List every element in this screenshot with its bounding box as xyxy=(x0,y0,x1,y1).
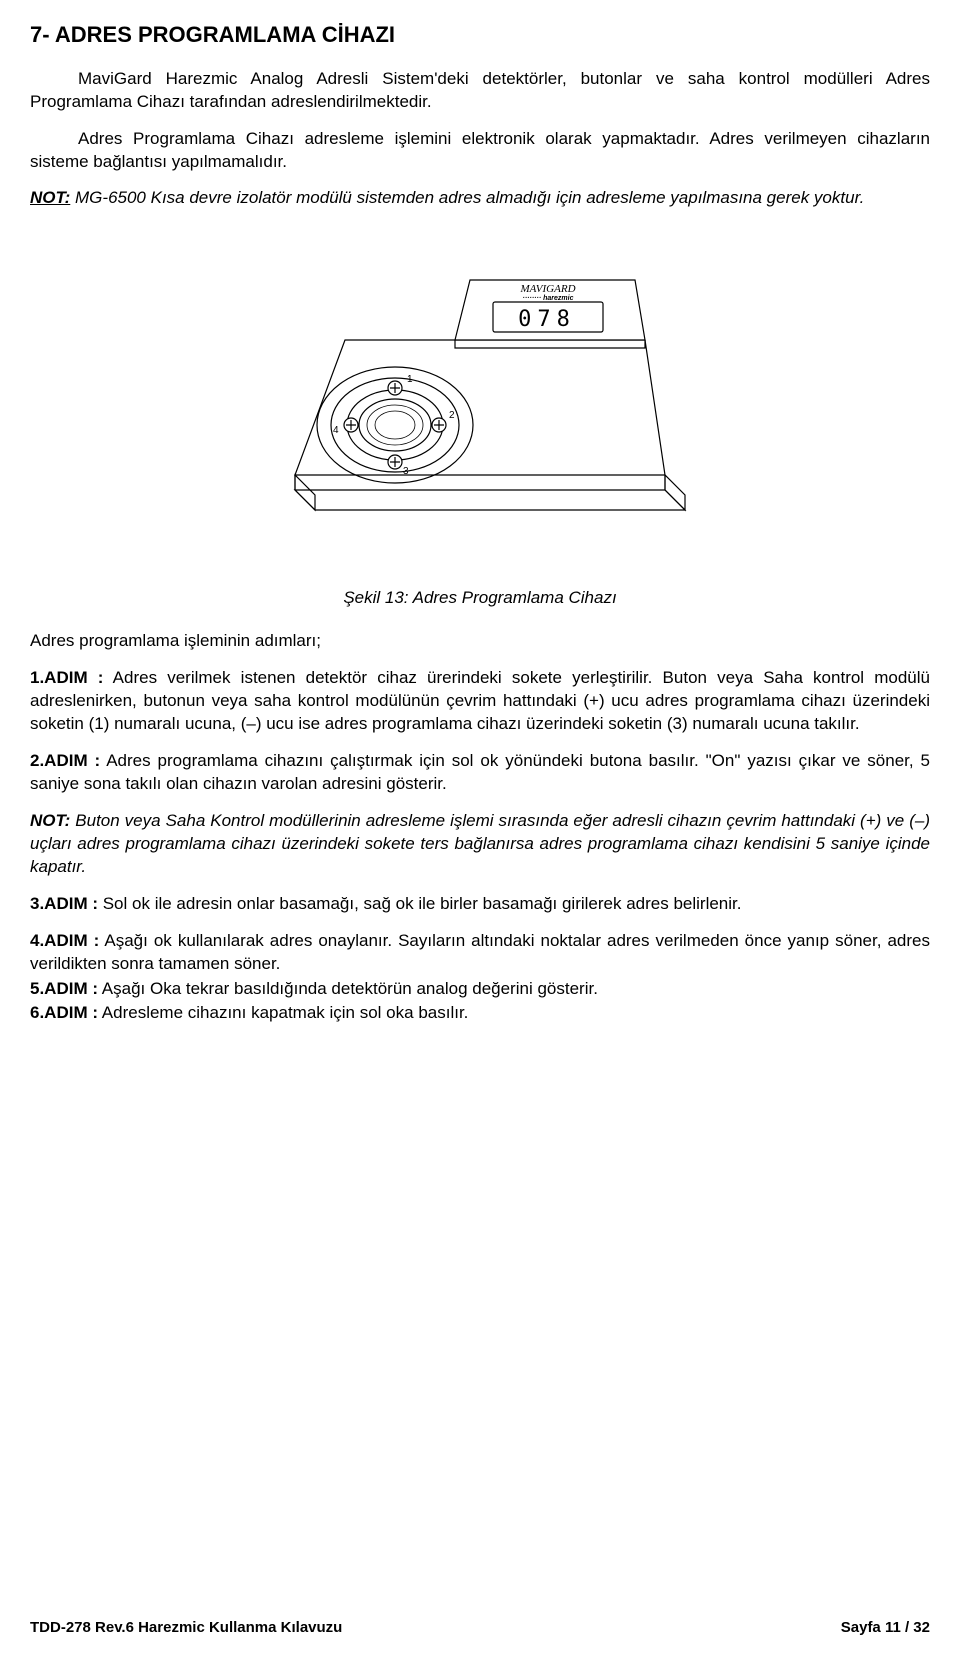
brand-sub-text: ········ harezmic xyxy=(523,295,574,302)
page-heading: 7- ADRES PROGRAMLAMA CİHAZI xyxy=(30,20,930,50)
step-1: 1.ADIM : Adres verilmek istenen detektör… xyxy=(30,667,930,736)
terminal-4-label: 4 xyxy=(333,425,339,436)
step-2-label: 2.ADIM : xyxy=(30,751,100,770)
figure-caption: Şekil 13: Adres Programlama Cihazı xyxy=(30,587,930,610)
step-5-label: 5.ADIM : xyxy=(30,979,98,998)
intro-paragraph-1: MaviGard Harezmic Analog Adresli Sistem'… xyxy=(30,68,930,114)
terminal-3-label: 3 xyxy=(403,466,409,477)
step-6: 6.ADIM : Adresleme cihazını kapatmak içi… xyxy=(30,1002,930,1025)
step-4-label: 4.ADIM : xyxy=(30,931,99,950)
step-1-label: 1.ADIM : xyxy=(30,668,103,687)
step-2-text: Adres programlama cihazını çalıştırmak i… xyxy=(30,751,930,793)
step-5: 5.ADIM : Aşağı Oka tekrar basıldığında d… xyxy=(30,978,930,1001)
step-6-text: Adresleme cihazını kapatmak için sol oka… xyxy=(98,1003,468,1022)
device-illustration: MAVIGARD ········ harezmic 078 1 2 3 4 xyxy=(265,240,695,540)
note-1-label: NOT: xyxy=(30,188,70,207)
step-3: 3.ADIM : Sol ok ile adresin onlar basama… xyxy=(30,893,930,916)
step-6-label: 6.ADIM : xyxy=(30,1003,98,1022)
page-footer: TDD-278 Rev.6 Harezmic Kullanma Kılavuzu… xyxy=(30,1618,930,1638)
terminal-2-label: 2 xyxy=(449,410,455,421)
intro-paragraph-2: Adres Programlama Cihazı adresleme işlem… xyxy=(30,128,930,174)
step-2: 2.ADIM : Adres programlama cihazını çalı… xyxy=(30,750,930,796)
note-2-label: NOT: xyxy=(30,811,70,830)
brand-top-text: MAVIGARD xyxy=(519,283,575,295)
steps-heading: Adres programlama işleminin adımları; xyxy=(30,630,930,653)
step-3-label: 3.ADIM : xyxy=(30,894,98,913)
footer-right: Sayfa 11 / 32 xyxy=(841,1618,930,1638)
step-4: 4.ADIM : Aşağı ok kullanılarak adres ona… xyxy=(30,930,930,976)
display-digits: 078 xyxy=(518,307,576,332)
terminal-1-label: 1 xyxy=(407,374,413,385)
step-4-text: Aşağı ok kullanılarak adres onaylanır. S… xyxy=(30,931,930,973)
step-3-text: Sol ok ile adresin onlar basamağı, sağ o… xyxy=(98,894,742,913)
note-2: NOT: Buton veya Saha Kontrol modüllerini… xyxy=(30,810,930,879)
device-figure: MAVIGARD ········ harezmic 078 1 2 3 4 xyxy=(30,240,930,547)
step-5-text: Aşağı Oka tekrar basıldığında detektörün… xyxy=(98,979,598,998)
note-1-text: MG-6500 Kısa devre izolatör modülü siste… xyxy=(70,188,864,207)
footer-left: TDD-278 Rev.6 Harezmic Kullanma Kılavuzu xyxy=(30,1618,342,1638)
note-1: NOT: MG-6500 Kısa devre izolatör modülü … xyxy=(30,187,930,210)
step-1-text: Adres verilmek istenen detektör cihaz ür… xyxy=(30,668,930,733)
note-2-text: Buton veya Saha Kontrol modüllerinin adr… xyxy=(30,811,930,876)
